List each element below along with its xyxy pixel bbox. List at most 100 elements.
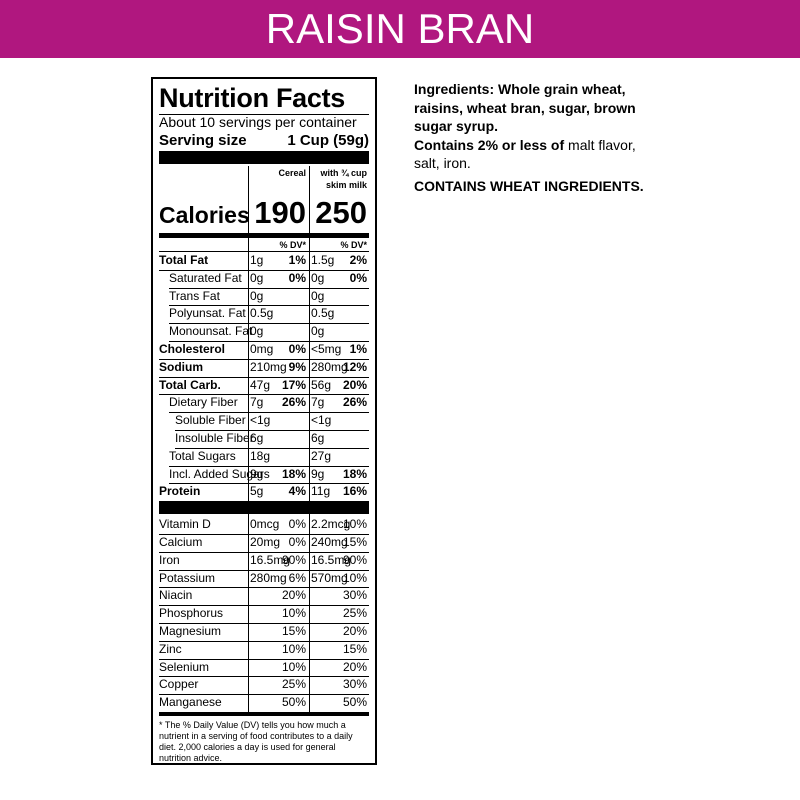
amount: 6g [311,431,325,445]
daily-value: 0% [349,270,367,285]
daily-value: 18% [342,466,367,481]
daily-value: 26% [342,395,367,410]
daily-value: 6% [288,570,306,585]
daily-value: 10% [281,641,306,656]
daily-value: 30% [342,677,367,692]
rule [159,394,369,396]
amount: 16.5mg [250,552,291,567]
rule [159,623,369,624]
daily-value: 50% [342,695,367,710]
header-title: RAISIN BRAN [265,5,535,52]
rule [159,569,369,571]
amount: 7g [311,395,325,410]
amount: 5g [250,484,264,499]
amount: 240mg [311,535,348,549]
amount: 0g [311,324,325,339]
rule [309,166,310,712]
daily-value: 10% [342,570,367,585]
amount: 6g [250,431,264,445]
daily-value: 90% [342,552,367,567]
daily-value: 17% [281,377,306,392]
rule [159,151,369,164]
daily-value: 18% [281,466,306,481]
contains-bold: Contains 2% or less of [414,136,565,153]
daily-value: 15% [342,641,367,656]
rule [159,376,369,378]
nutrient-name: Sodium [159,359,203,374]
nutrient-name: Iron [159,552,180,567]
daily-value: 12% [342,359,367,374]
rule [159,501,369,503]
amount: 56g [311,377,332,392]
amount: 0g [311,270,325,285]
daily-value: 16% [342,484,367,499]
col-header: Cereal [278,168,306,178]
amount: 47g [250,377,271,392]
rule [159,676,369,678]
daily-value: 20% [342,659,367,674]
nutrient-name: Trans Fat [169,288,220,303]
amount: 11g [311,484,331,499]
amount: 1.5g [311,253,335,267]
daily-value: 9% [288,359,306,374]
rule [169,412,369,414]
nutrient-name: Niacin [159,588,193,603]
rule [169,341,369,342]
amount: 0mcg [250,517,280,532]
nutrient-name: Dietary Fiber [169,395,238,410]
rule [159,605,369,607]
nutrient-name: Incl. Added Sugars [169,466,270,481]
rule [159,114,369,115]
daily-value: 4% [288,484,306,499]
nutrient-name: Total Sugars [169,448,236,463]
amount: 570mg [311,570,348,585]
nutrient-name: Insoluble Fiber [175,431,254,445]
nutrient-name: Phosphorus [159,606,224,621]
daily-value: 0% [288,270,306,285]
contains-rest: malt flavor, salt, iron. [414,136,636,172]
servings: About 10 servings per container [159,114,357,130]
amount: 7g [250,395,264,410]
nutrient-name: Total Carb. [159,377,221,392]
daily-value: 0% [288,342,306,356]
rule [159,694,369,696]
rule [169,287,369,289]
amount: 0g [311,288,325,303]
amount: 280mg [250,570,287,585]
rule [169,323,369,325]
amount: 1g [250,253,264,267]
amount: 0mg [250,342,274,356]
daily-value: 0% [288,517,306,532]
rule [169,483,369,485]
daily-value: 2% [349,253,367,267]
calories: 250 [315,195,367,230]
rule [159,269,369,271]
calories: 190 [254,195,306,230]
amount: 0g [250,324,264,339]
serving-size-label: Serving size [159,132,247,149]
daily-value: 1% [288,253,306,267]
nutrition-label [151,77,377,765]
rule [159,587,369,589]
col-header: with ¾ cup [320,168,367,178]
rule [159,251,369,252]
daily-value: 10% [342,517,367,532]
rule [175,430,369,431]
serving-size: 1 Cup (59g) [287,132,369,149]
nutrient-name: Polyunsat. Fat [169,306,246,321]
amount: <5mg [311,342,342,356]
daily-value: 25% [342,606,367,621]
calories-label: Calories [159,202,250,228]
amount: 0g [250,270,264,285]
nutrient-name: Calcium [159,535,203,549]
rule [248,166,249,712]
daily-value: 1% [349,342,367,356]
allergen: CONTAINS WHEAT INGREDIENTS. [414,177,644,194]
daily-value: 30% [342,588,367,603]
daily-value: 90% [281,552,306,567]
daily-value: 10% [281,659,306,674]
amount: 280mg [311,359,348,374]
nutrient-name: Cholesterol [159,342,226,356]
daily-value: 20% [342,377,367,392]
